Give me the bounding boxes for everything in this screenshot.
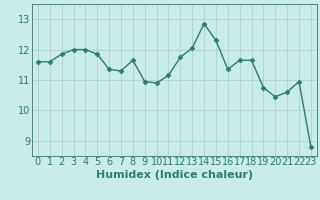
X-axis label: Humidex (Indice chaleur): Humidex (Indice chaleur) (96, 170, 253, 180)
